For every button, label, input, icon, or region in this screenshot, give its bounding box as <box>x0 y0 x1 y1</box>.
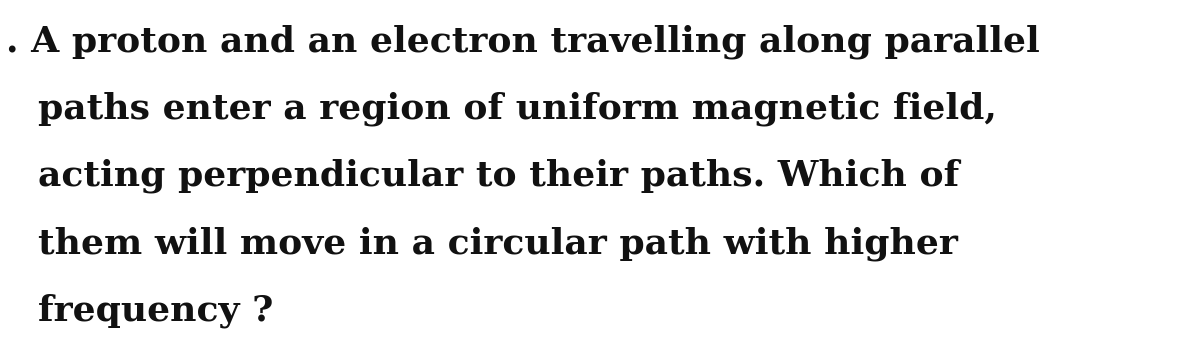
Text: acting perpendicular to their paths. Which of: acting perpendicular to their paths. Whi… <box>38 159 960 194</box>
Text: . A proton and an electron travelling along parallel: . A proton and an electron travelling al… <box>6 25 1039 59</box>
Text: paths enter a region of uniform magnetic field,: paths enter a region of uniform magnetic… <box>38 92 997 126</box>
Text: them will move in a circular path with higher: them will move in a circular path with h… <box>38 226 959 261</box>
Text: frequency ?: frequency ? <box>38 293 274 328</box>
